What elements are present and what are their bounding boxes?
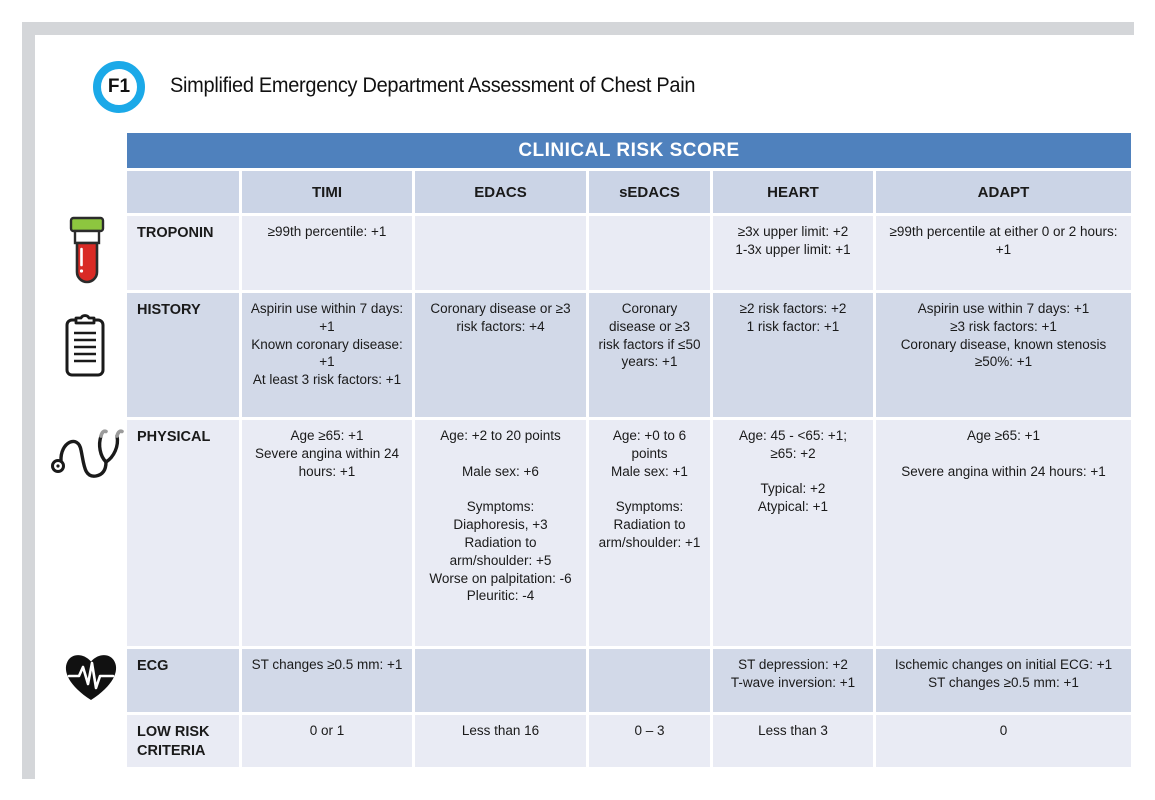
column-header-blank (127, 171, 239, 213)
clipboard-icon (63, 311, 107, 379)
row-label-physical: PHYSICAL (127, 420, 239, 646)
cell-history-adapt: Aspirin use within 7 days: +1 ≥3 risk fa… (876, 293, 1131, 417)
cell-lowrisk-timi: 0 or 1 (242, 715, 412, 768)
cell-ecg-heart: ST depression: +2 T-wave inversion: +1 (713, 649, 873, 712)
cell-physical-timi: Age ≥65: +1 Severe angina within 24 hour… (242, 420, 412, 646)
stethoscope-icon (48, 426, 128, 486)
column-header-edacs: EDACS (415, 171, 586, 213)
cell-troponin-sedacs (589, 216, 710, 290)
cell-history-sedacs: Coronary disease or ≥3 risk factors if ≤… (589, 293, 710, 417)
column-header-timi: TIMI (242, 171, 412, 213)
column-header-heart: HEART (713, 171, 873, 213)
cell-lowrisk-sedacs: 0 – 3 (589, 715, 710, 768)
figure-badge: F1 (93, 61, 145, 113)
cell-physical-adapt: Age ≥65: +1 Severe angina within 24 hour… (876, 420, 1131, 646)
row-label-troponin: TROPONIN (127, 216, 239, 290)
cell-troponin-timi: ≥99th percentile: +1 (242, 216, 412, 290)
figure-badge-label: F1 (107, 76, 131, 97)
page-title: Simplified Emergency Department Assessme… (170, 74, 696, 97)
cell-physical-heart: Age: 45 - <65: +1; ≥65: +2 Typical: +2 A… (713, 420, 873, 646)
column-header-adapt: ADAPT (876, 171, 1131, 213)
frame-left-bar (22, 22, 35, 779)
blood-vial-icon (68, 216, 106, 288)
cell-troponin-edacs (415, 216, 586, 290)
cell-physical-sedacs: Age: +0 to 6 points Male sex: +1 Symptom… (589, 420, 710, 646)
cell-history-edacs: Coronary disease or ≥3 risk factors: +4 (415, 293, 586, 417)
cell-history-heart: ≥2 risk factors: +2 1 risk factor: +1 (713, 293, 873, 417)
row-label-history: HISTORY (127, 293, 239, 417)
cell-ecg-edacs (415, 649, 586, 712)
cell-lowrisk-edacs: Less than 16 (415, 715, 586, 768)
cell-physical-edacs: Age: +2 to 20 points Male sex: +6 Sympto… (415, 420, 586, 646)
row-label-ecg: ECG (127, 649, 239, 712)
cell-lowrisk-adapt: 0 (876, 715, 1131, 768)
frame-top-bar (22, 22, 1134, 35)
cell-troponin-heart: ≥3x upper limit: +2 1-3x upper limit: +1 (713, 216, 873, 290)
cell-ecg-adapt: Ischemic changes on initial ECG: +1 ST c… (876, 649, 1131, 712)
cell-ecg-sedacs (589, 649, 710, 712)
cell-ecg-timi: ST changes ≥0.5 mm: +1 (242, 649, 412, 712)
cell-lowrisk-heart: Less than 3 (713, 715, 873, 768)
cell-history-timi: Aspirin use within 7 days: +1 Known coro… (242, 293, 412, 417)
table-title: CLINICAL RISK SCORE (518, 139, 740, 161)
column-header-sedacs: sEDACS (589, 171, 710, 213)
row-label-low-risk-criteria: LOW RISK CRITERIA (127, 715, 239, 768)
clinical-risk-score-table: CLINICAL RISK SCORE TIMI EDACS sEDACS HE… (127, 133, 1133, 768)
table-title-banner: CLINICAL RISK SCORE (127, 133, 1131, 168)
cell-troponin-adapt: ≥99th percentile at either 0 or 2 hours:… (876, 216, 1131, 290)
heart-ecg-icon (62, 650, 120, 704)
